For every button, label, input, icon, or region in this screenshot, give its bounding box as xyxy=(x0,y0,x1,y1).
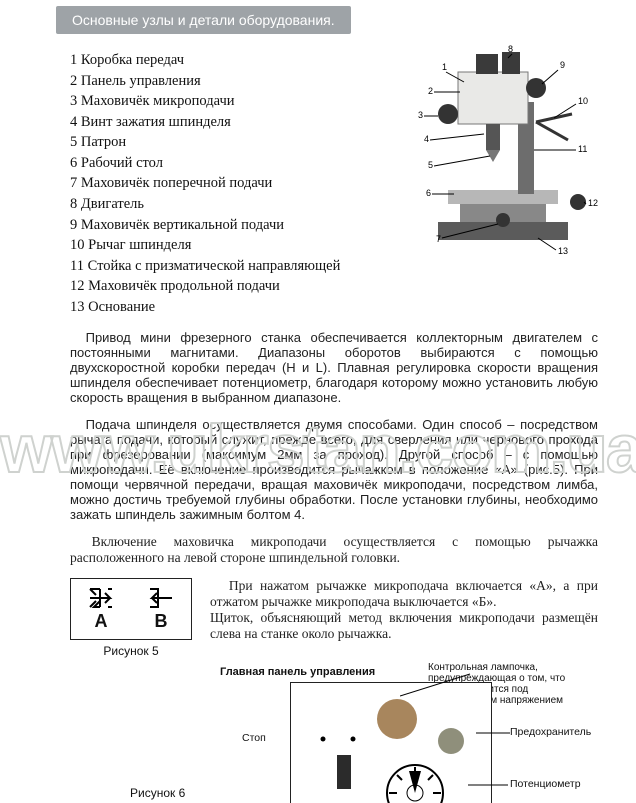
svg-text:10: 10 xyxy=(578,96,588,106)
figure-5-text: При нажатом рычажке микроподача включает… xyxy=(210,578,598,642)
figure-6-title: Главная панель управления xyxy=(220,666,375,678)
svg-text:6: 6 xyxy=(426,188,431,198)
parts-list-item: 7 Маховичёк поперечной подачи xyxy=(70,174,390,194)
fig5-label-a: A xyxy=(95,611,108,632)
svg-text:12: 12 xyxy=(588,198,598,208)
parts-list-item: 11 Стойка с призматической направляющей xyxy=(70,257,390,277)
parts-list-item: 13 Основание xyxy=(70,298,390,318)
parts-list-item: 8 Двигатель xyxy=(70,195,390,215)
parts-list-item: 3 Маховичёк микроподачи xyxy=(70,92,390,112)
figure-6-caption: Рисунок 6 xyxy=(130,786,185,800)
parts-list-item: 5 Патрон xyxy=(70,133,390,153)
paragraph-2: Подача шпинделя осуществляется двумя спо… xyxy=(70,417,598,522)
svg-text:5: 5 xyxy=(428,160,433,170)
paragraph-3: Включение маховичка микроподачи осуществ… xyxy=(70,534,598,566)
svg-text:7: 7 xyxy=(436,234,441,244)
figure-5-diagram: A B xyxy=(70,578,192,640)
parts-list-item: 10 Рычаг шпинделя xyxy=(70,236,390,256)
parts-list-item: 12 Маховичёк продольной подачи xyxy=(70,277,390,297)
label-pot: Потенциометр xyxy=(510,778,581,790)
fig5-label-b: B xyxy=(155,611,168,632)
svg-text:1: 1 xyxy=(442,62,447,72)
label-stop: Стоп xyxy=(242,732,266,744)
parts-list-item: 2 Панель управления xyxy=(70,72,390,92)
figure-6: Главная панель управления Контрольная ла… xyxy=(70,666,598,803)
parts-list: 1 Коробка передач2 Панель управления3 Ма… xyxy=(70,50,390,318)
figure-5: A B Рисунок 5 При нажатом рычажке микроп… xyxy=(70,578,598,658)
figure-5-caption: Рисунок 5 xyxy=(70,644,192,658)
svg-text:11: 11 xyxy=(578,144,587,154)
control-panel: H L 2000 1000 xyxy=(290,682,492,803)
paragraph-1: Привод мини фрезерного станка обеспечива… xyxy=(70,330,598,405)
svg-text:2: 2 xyxy=(428,86,433,96)
parts-list-item: 1 Коробка передач xyxy=(70,51,390,71)
content-area: 1 Коробка передач2 Панель управления3 Ма… xyxy=(70,40,598,803)
svg-text:3: 3 xyxy=(418,110,423,120)
svg-text:9: 9 xyxy=(560,60,565,70)
parts-list-item: 9 Маховичёк вертикальной подачи xyxy=(70,216,390,236)
svg-text:8: 8 xyxy=(508,44,513,54)
label-fuse: Предохранитель xyxy=(510,726,591,738)
svg-text:4: 4 xyxy=(424,134,429,144)
machine-diagram: 1 2 3 4 5 6 7 8 9 10 11 12 13 xyxy=(408,42,598,262)
parts-list-item: 6 Рабочий стол xyxy=(70,154,390,174)
section-tab: Основные узлы и детали оборудования. xyxy=(56,6,351,34)
svg-text:13: 13 xyxy=(558,246,568,256)
document-page: { "tab_title": "Основные узлы и детали о… xyxy=(0,0,636,803)
parts-list-item: 4 Винт зажатия шпинделя xyxy=(70,113,390,133)
